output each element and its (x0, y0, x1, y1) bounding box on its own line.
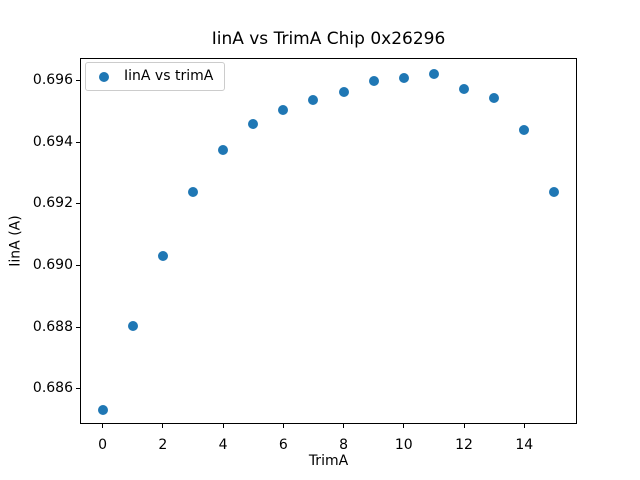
y-tick-mark (76, 141, 80, 143)
data-point (489, 93, 500, 104)
data-point (127, 320, 138, 331)
y-tick-mark (76, 265, 80, 266)
x-tick-label: 14 (515, 437, 534, 453)
data-point (459, 84, 470, 95)
x-tick-mark (523, 424, 525, 428)
y-tick-mark (76, 326, 80, 328)
data-point (187, 187, 198, 198)
data-point (519, 125, 530, 136)
y-tick-mark (76, 388, 80, 390)
x-tick-mark (403, 424, 405, 428)
plot-area: IinA vs trimA (80, 58, 577, 424)
x-tick-label: 10 (394, 437, 413, 453)
x-tick-mark (102, 424, 104, 428)
x-tick-mark (162, 424, 164, 428)
data-point (338, 86, 349, 97)
y-tick-mark (76, 203, 80, 205)
x-tick-label: 2 (158, 437, 168, 453)
x-tick-label: 4 (218, 437, 228, 453)
data-point (97, 404, 108, 415)
y-tick-label: 0.690 (32, 257, 73, 273)
legend: IinA vs trimA (85, 62, 226, 91)
data-point (549, 186, 560, 197)
chart-title: IinA vs TrimA Chip 0x26296 (211, 29, 446, 49)
x-tick-label: 12 (455, 437, 473, 453)
x-tick-label: 6 (278, 437, 288, 453)
x-tick-label: 8 (339, 437, 348, 453)
y-tick-mark (76, 80, 80, 81)
y-tick-label: 0.688 (32, 318, 73, 335)
x-tick-mark (343, 424, 345, 428)
y-tick-label: 0.694 (32, 133, 73, 150)
legend-marker-icon (99, 71, 109, 82)
data-point (278, 104, 289, 115)
x-tick-mark (282, 424, 284, 428)
data-point (398, 73, 409, 84)
x-tick-label: 0 (98, 437, 108, 453)
data-point (248, 118, 259, 129)
data-point (308, 95, 319, 106)
x-tick-mark (222, 424, 224, 428)
x-axis-label: TrimA (308, 453, 349, 469)
x-tick-mark (463, 424, 465, 428)
legend-label: IinA vs trimA (124, 68, 214, 84)
y-tick-label: 0.692 (32, 195, 73, 212)
data-point (368, 76, 379, 87)
y-tick-label: 0.696 (32, 72, 73, 88)
data-point (157, 251, 168, 262)
data-point (218, 144, 229, 155)
data-point (428, 69, 439, 80)
y-tick-label: 0.686 (32, 380, 73, 397)
